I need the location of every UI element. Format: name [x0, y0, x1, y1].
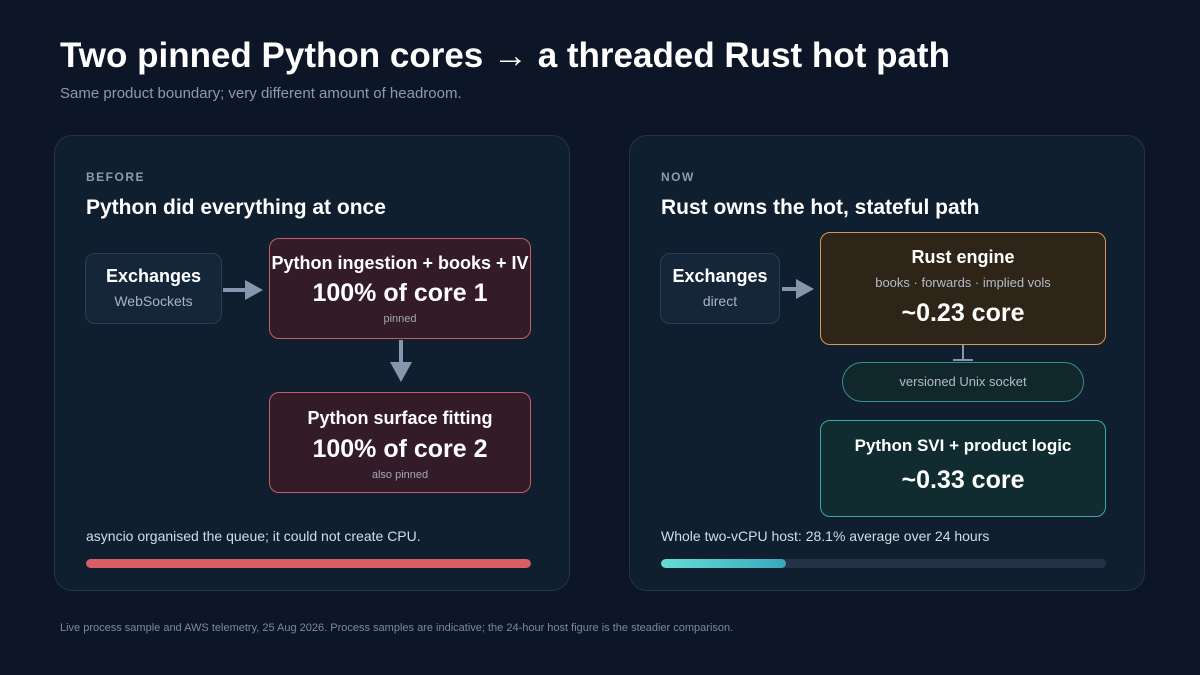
before-kicker: BEFORE	[86, 170, 146, 184]
rust-engine-value: ~0.23 core	[901, 299, 1025, 327]
page-subtitle: Same product boundary; very different am…	[60, 85, 462, 102]
now-exchanges-sub: direct	[702, 293, 738, 309]
before-exchanges-sub: WebSockets	[114, 293, 193, 309]
python-fitting-box: Python surface fitting 100% of core 2 al…	[269, 392, 531, 493]
now-exchanges-title: Exchanges	[672, 266, 768, 286]
python-ingestion-box: Python ingestion + books + IV 100% of co…	[269, 238, 531, 339]
python-svi-title: Python SVI + product logic	[854, 436, 1072, 455]
arrow-right-icon	[223, 280, 263, 300]
before-exchanges-title: Exchanges	[105, 266, 202, 286]
unix-socket-pill: versioned Unix socket	[842, 362, 1084, 402]
now-exchanges-box: Exchanges direct	[660, 253, 780, 324]
now-caption: Whole two-vCPU host: 28.1% average over …	[661, 528, 990, 544]
before-caption: asyncio organised the queue; it could no…	[86, 528, 421, 544]
python-fitting-value: 100% of core 2	[312, 435, 488, 463]
rust-engine-sub: books · forwards · implied vols	[875, 275, 1051, 290]
before-usage-bar-fill	[86, 559, 531, 568]
python-ingestion-value: 100% of core 1	[312, 279, 488, 307]
now-usage-bar-fill	[661, 559, 787, 568]
page-title: Two pinned Python cores → a threaded Rus…	[60, 36, 950, 75]
arrow-right-icon	[782, 279, 814, 299]
python-svi-value: ~0.33 core	[901, 466, 1025, 494]
unix-socket-label: versioned Unix socket	[899, 374, 1027, 389]
now-kicker: NOW	[661, 170, 695, 184]
python-ingestion-title: Python ingestion + books + IV	[271, 253, 529, 273]
footer-note: Live process sample and AWS telemetry, 2…	[60, 622, 734, 634]
python-fitting-title: Python surface fitting	[307, 408, 493, 428]
python-ingestion-note: pinned	[383, 313, 417, 325]
rust-engine-title: Rust engine	[911, 247, 1015, 267]
before-panel: BEFORE Python did everything at once Exc…	[54, 135, 570, 591]
before-usage-bar	[86, 559, 531, 568]
python-svi-box: Python SVI + product logic ~0.33 core	[820, 420, 1106, 517]
now-panel: NOW Rust owns the hot, stateful path Exc…	[629, 135, 1145, 591]
now-title: Rust owns the hot, stateful path	[661, 196, 980, 219]
python-fitting-note: also pinned	[371, 469, 429, 481]
before-exchanges-box: Exchanges WebSockets	[85, 253, 222, 324]
rust-engine-box: Rust engine books · forwards · implied v…	[820, 232, 1106, 345]
now-usage-bar	[661, 559, 1106, 568]
connector-icon	[953, 345, 973, 361]
arrow-down-icon	[390, 340, 412, 382]
before-title: Python did everything at once	[86, 196, 386, 219]
